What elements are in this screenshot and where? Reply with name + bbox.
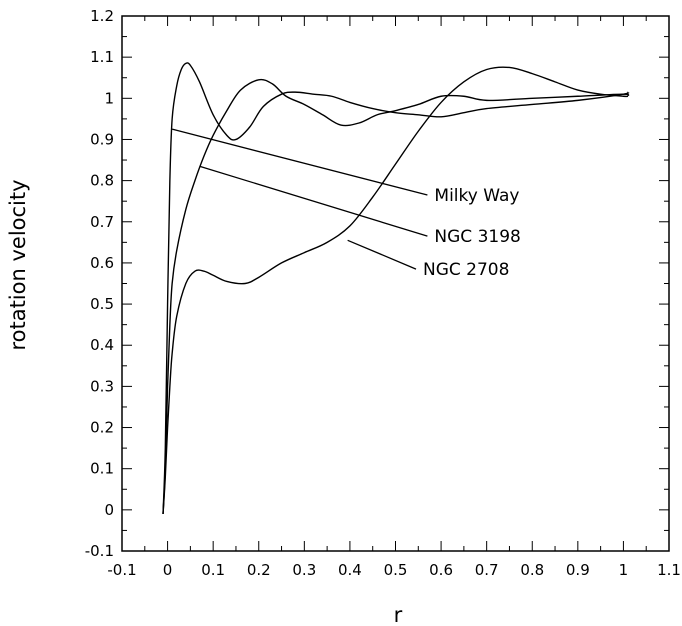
y-tick-label: 0.2 [90, 419, 114, 437]
series-line-ngc-3198 [162, 78, 630, 514]
y-tick-label: 0.5 [90, 295, 114, 313]
x-tick-label: 0.2 [247, 561, 271, 579]
series-line-milky-way [162, 62, 630, 514]
x-tick-label: 0.8 [520, 561, 544, 579]
x-tick-label: 0.9 [566, 561, 590, 579]
x-axis-label: r [394, 603, 403, 626]
y-tick-label: 0.8 [90, 172, 114, 190]
x-tick-label: 0.1 [201, 561, 225, 579]
y-tick-label: 0.9 [90, 130, 114, 148]
y-tick-label: 0.3 [90, 377, 114, 395]
x-tick-label: 1 [619, 561, 629, 579]
y-tick-label: 1.1 [90, 48, 114, 66]
y-tick-label: 0.6 [90, 254, 114, 272]
y-tick-label: 0.7 [90, 213, 114, 231]
axis-ticks [121, 15, 670, 552]
y-axis-label: rotation velocity [6, 179, 30, 350]
x-tick-label: 0.7 [475, 561, 499, 579]
annotation-label-milky-way: Milky Way [434, 186, 519, 206]
y-tick-label: 1 [104, 89, 114, 107]
series-lines [162, 62, 630, 515]
x-tick-label: 1.1 [657, 561, 681, 579]
y-tick-label: 0.1 [90, 460, 114, 478]
x-tick-label: 0.3 [292, 561, 316, 579]
annotations: Milky Way NGC 3198 NGC 2708 [171, 128, 521, 280]
y-tick-label: 0 [104, 501, 114, 519]
annotation-leader-ngc-3198 [199, 165, 428, 237]
x-tick-label: -0.1 [107, 561, 136, 579]
annotation-label-ngc-3198: NGC 3198 [434, 227, 520, 247]
annotation-label-ngc-2708: NGC 2708 [423, 260, 509, 280]
y-tick-label: 1.2 [90, 7, 114, 25]
x-tick-label: 0.6 [429, 561, 453, 579]
annotation-leader-milky-way [171, 128, 428, 196]
x-tick-label: 0 [163, 561, 173, 579]
annotation-leader-ngc-2708 [347, 239, 417, 270]
y-tick-label: -0.1 [85, 542, 114, 560]
x-tick-label: 0.5 [384, 561, 408, 579]
y-tick-labels: -0.1 0 0.1 0.2 0.3 0.4 0.5 0.6 0.7 0.8 0.9 1 1.1 1.2 [85, 7, 114, 560]
x-tick-labels: -0.1 0 0.1 0.2 0.3 0.4 0.5 0.6 0.7 0.8 0.9 1 1.1 [107, 561, 681, 579]
series-line-ngc-2708 [162, 66, 629, 515]
y-tick-label: 0.4 [90, 336, 114, 354]
x-tick-label: 0.4 [338, 561, 362, 579]
